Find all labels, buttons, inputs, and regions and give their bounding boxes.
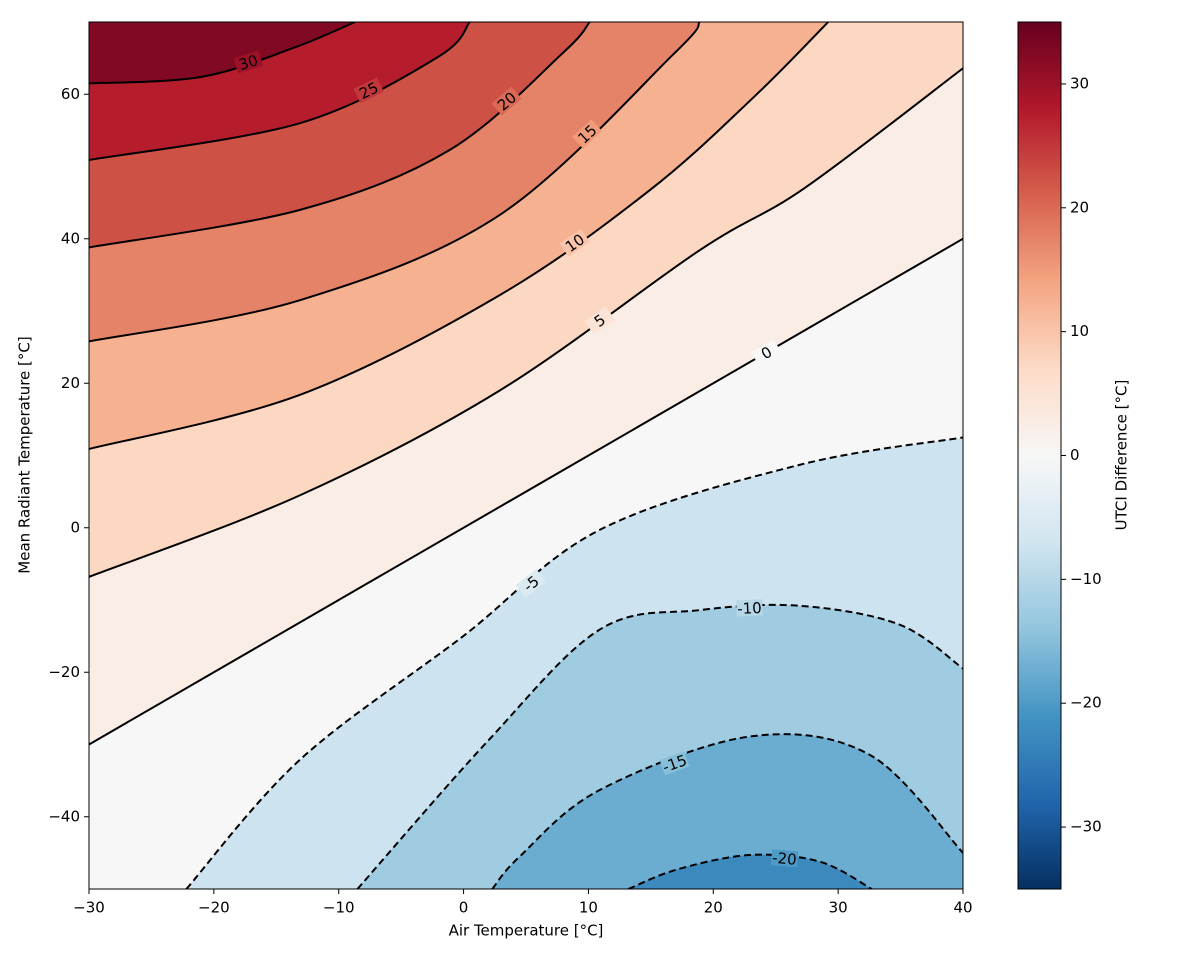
contour-line [89,67,963,578]
contour-label-group: -10 [736,599,763,618]
x-tick-label: −20 [198,899,230,917]
contour-label-group: 5 [584,306,615,335]
contour-line [491,733,963,889]
colorbar-label: UTCI Difference [°C] [1113,380,1131,531]
x-tick-label: 0 [459,899,469,917]
y-tick-label: −40 [48,807,80,825]
contour-label-bg [353,77,384,104]
contour-band [628,854,872,889]
y-tick-label: −20 [48,663,80,681]
contour-label-bg [559,228,590,257]
contour-label-bg [515,569,547,598]
contour-line [89,22,829,450]
colorbar-tick-label: −10 [1070,570,1102,588]
y-tick-label: 20 [61,374,80,392]
y-axis-label: Mean Radiant Temperature [°C] [16,336,34,573]
x-axis-label: Air Temperature [°C] [449,922,604,940]
contour-label-bg [584,306,615,335]
contour-label: -10 [737,599,762,618]
x-tick-label: −10 [323,899,355,917]
contour-line [89,22,591,249]
contour-label: 30 [237,51,261,74]
contour-label-bg [233,50,264,74]
contour-label-bg [659,751,690,776]
contour-label-group: 20 [491,86,522,116]
y-tick-label: 0 [70,518,80,536]
x-tick-label: −30 [73,899,105,917]
plot-frame [88,21,964,890]
contour-label-group: -20 [770,849,799,869]
colorbar-tick-label: 20 [1070,198,1089,216]
contour-label-bg [491,86,522,116]
colorbar-tick-label: 30 [1070,74,1089,92]
colorbar-tick-label: −30 [1070,818,1102,836]
contour-label: -20 [771,849,797,869]
x-tick-label: 30 [829,899,848,917]
contour-line [89,237,963,746]
contour-label-group: 0 [751,339,782,366]
x-tick-label: 10 [579,899,598,917]
contour-line [89,22,701,343]
contour-label-bg [736,599,763,617]
x-tick-label: 20 [704,899,723,917]
contour-label-group: -5 [515,569,547,598]
overlay: −30 −20 −10 0 10 20 30 40 −40 −20 0 20 40 60 −30 −20 −10… [48,21,1102,917]
contour-label-group: 30 [233,50,264,74]
contour-line [89,22,471,161]
contour-line [628,853,873,889]
y-tick-label: 60 [61,85,80,103]
colorbar-tick-label: 10 [1070,322,1089,340]
contour-label-bg [770,849,799,868]
colorbar-tick-label: 0 [1070,446,1080,464]
x-tick-label: 40 [953,899,972,917]
colorbar-tick-label: −20 [1070,694,1102,712]
contour-line [356,603,963,889]
contour-label-bg [572,119,603,149]
colorbar [1017,21,1062,890]
y-tick-label: 40 [61,229,80,247]
contour-band [492,734,963,889]
contour-band [89,22,355,84]
contour-label-bg [751,339,782,366]
